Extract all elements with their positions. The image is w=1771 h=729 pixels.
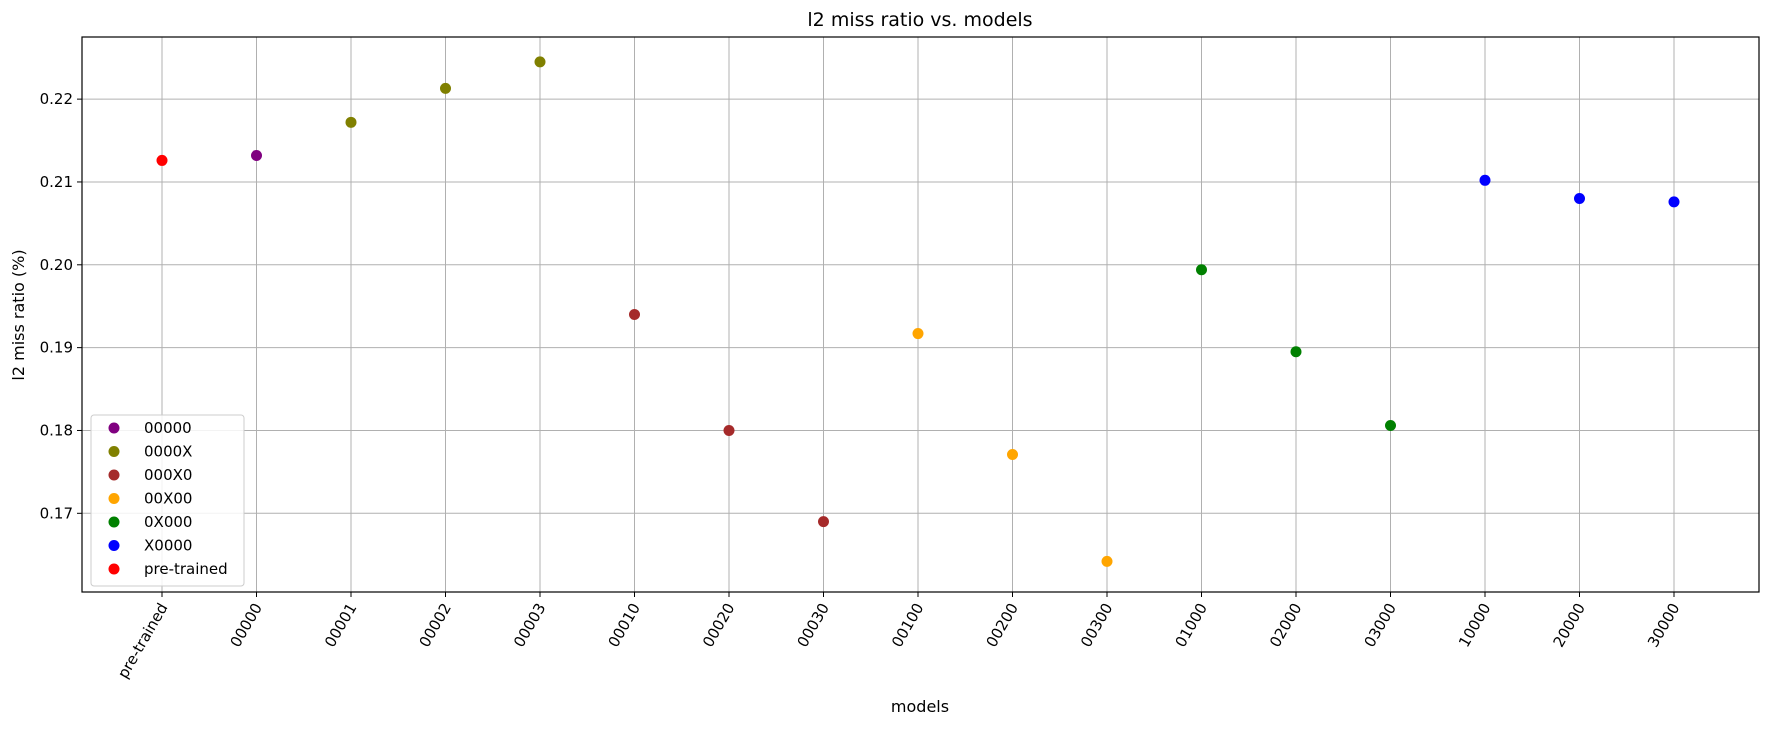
legend-label: 0X000 <box>144 513 192 531</box>
x-tick-label: 01000 <box>1172 600 1211 650</box>
x-tick-label: 00020 <box>699 600 738 650</box>
data-point-pre-trained <box>156 154 168 166</box>
legend-label: 000X0 <box>144 466 192 484</box>
data-point-00001 <box>345 116 357 128</box>
x-tick-label: 03000 <box>1361 600 1400 650</box>
data-point-00300 <box>1101 555 1113 567</box>
grid-layer <box>82 37 1759 592</box>
legend-label: pre-trained <box>144 560 228 578</box>
legend-label: 00X00 <box>144 490 192 508</box>
data-point-20000 <box>1574 193 1585 205</box>
data-point-30000 <box>1668 196 1680 208</box>
y-axis: 0.17 0.18 0.19 0.20 0.21 0.22 <box>40 90 82 522</box>
legend-marker <box>108 422 120 434</box>
x-tick-label: 00002 <box>416 600 455 650</box>
x-tick-label: 00001 <box>321 600 360 650</box>
data-point-00020 <box>723 424 735 436</box>
x-tick-label: 00000 <box>227 600 266 650</box>
chart-title: l2 miss ratio vs. models <box>807 9 1032 31</box>
y-tick-label: 0.22 <box>40 90 73 108</box>
x-axis: pre-trained 00000 00001 00002 00003 00010 0002… <box>114 592 1683 681</box>
legend-marker <box>108 540 120 551</box>
x-tick-label: 00010 <box>605 600 644 650</box>
x-axis-label: models <box>891 697 949 716</box>
x-tick-label: 20000 <box>1550 600 1589 650</box>
x-tick-label: 00300 <box>1077 600 1116 650</box>
data-point-00000 <box>251 149 262 161</box>
x-tick-label: pre-trained <box>114 600 171 681</box>
legend-label: 0000X <box>144 443 192 461</box>
data-point-00002 <box>440 82 451 94</box>
x-tick-label: 00200 <box>983 600 1022 650</box>
x-tick-label: 02000 <box>1266 600 1305 650</box>
legend-box <box>90 414 245 587</box>
legend-marker <box>108 446 120 457</box>
data-point-02000 <box>1290 346 1302 358</box>
legend-items: 00000 0000X 000X0 00X00 0X000 X0000 pre-traine… <box>108 419 228 578</box>
data-point-00100 <box>912 328 924 340</box>
data-point-00003 <box>534 56 546 68</box>
legend: 00000 0000X 000X0 00X00 0X000 X0000 pre-traine… <box>90 414 245 587</box>
x-tick-label: 00003 <box>510 600 549 650</box>
legend-label: X0000 <box>144 537 192 555</box>
data-point-00030 <box>818 516 829 528</box>
data-point-01000 <box>1196 264 1207 276</box>
x-tick-label: 00030 <box>794 600 833 650</box>
y-tick-label: 0.19 <box>40 339 73 357</box>
y-tick-label: 0.17 <box>40 504 73 522</box>
legend-marker <box>108 469 120 481</box>
data-point-00200 <box>1007 448 1018 460</box>
legend-label: 00000 <box>144 419 192 437</box>
y-tick-label: 0.18 <box>40 421 73 439</box>
data-point-03000 <box>1385 420 1396 431</box>
legend-marker <box>108 516 120 528</box>
y-axis-label: l2 miss ratio (%) <box>9 249 28 380</box>
data-point-10000 <box>1479 174 1491 186</box>
y-tick-label: 0.20 <box>40 256 73 274</box>
x-tick-label: 30000 <box>1644 600 1683 650</box>
legend-marker <box>108 493 120 504</box>
data-points <box>156 56 1680 567</box>
x-tick-label: 10000 <box>1455 600 1494 650</box>
legend-marker <box>108 563 120 575</box>
y-tick-label: 0.21 <box>40 173 73 191</box>
data-point-00010 <box>629 309 640 320</box>
x-tick-label: 00100 <box>888 600 927 650</box>
plot-frame <box>81 36 1760 593</box>
